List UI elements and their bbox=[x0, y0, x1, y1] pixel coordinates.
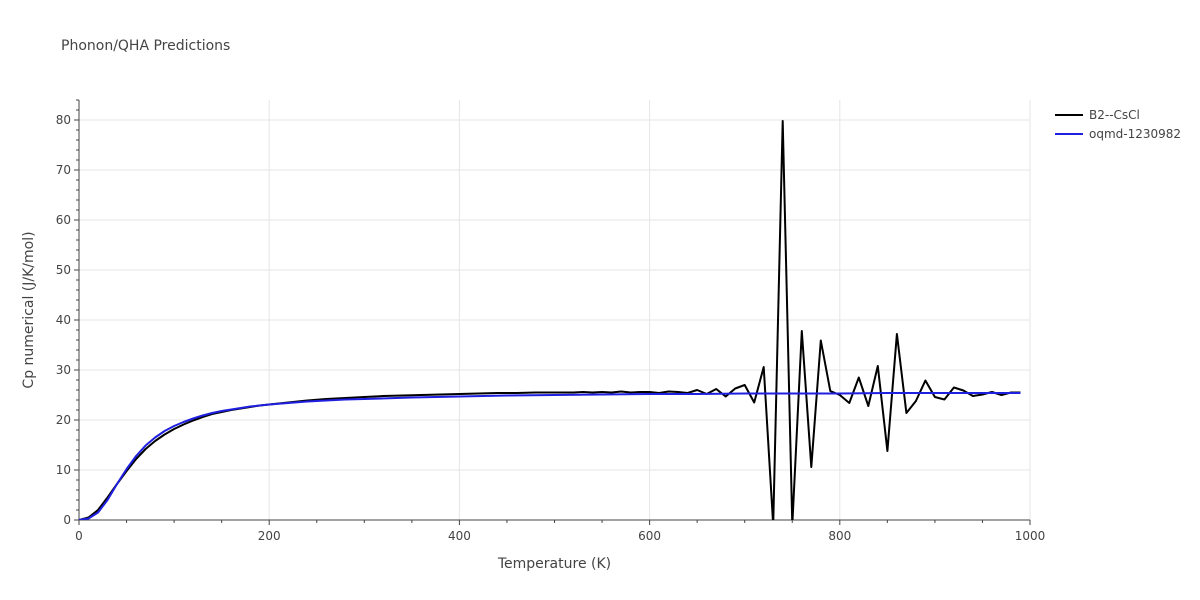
y-tick-label: 40 bbox=[56, 313, 71, 327]
legend: B2--CsCl oqmd-1230982 bbox=[1055, 108, 1181, 141]
y-tick-label: 70 bbox=[56, 163, 71, 177]
y-tick-label: 20 bbox=[56, 413, 71, 427]
y-tick-labels: 0 10 20 30 40 50 60 70 80 bbox=[56, 113, 71, 527]
y-tick-label: 60 bbox=[56, 213, 71, 227]
x-tick-label: 1000 bbox=[1015, 529, 1046, 543]
y-tick-label: 80 bbox=[56, 113, 71, 127]
x-tick-label: 200 bbox=[258, 529, 281, 543]
x-tick-label: 600 bbox=[638, 529, 661, 543]
series-layer bbox=[79, 120, 1021, 520]
chart-title: Phonon/QHA Predictions bbox=[61, 38, 230, 54]
grid bbox=[79, 100, 1031, 521]
x-tick-label: 400 bbox=[448, 529, 471, 543]
y-tick-label: 30 bbox=[56, 363, 71, 377]
series-line bbox=[79, 120, 1021, 520]
series-line bbox=[79, 392, 1021, 520]
legend-label: oqmd-1230982 bbox=[1089, 127, 1181, 141]
y-tick-label: 10 bbox=[56, 463, 71, 477]
y-tick-label: 50 bbox=[56, 263, 71, 277]
y-minor-ticks bbox=[74, 99, 1031, 525]
x-tick-labels: 0 200 400 600 800 1000 bbox=[75, 529, 1045, 543]
y-tick-label: 0 bbox=[63, 513, 71, 527]
x-axis-title: Temperature (K) bbox=[497, 556, 611, 572]
legend-label: B2--CsCl bbox=[1089, 108, 1140, 122]
y-axis-title: Cp numerical (J/K/mol) bbox=[21, 231, 37, 388]
x-tick-label: 800 bbox=[828, 529, 851, 543]
x-tick-label: 0 bbox=[75, 529, 83, 543]
